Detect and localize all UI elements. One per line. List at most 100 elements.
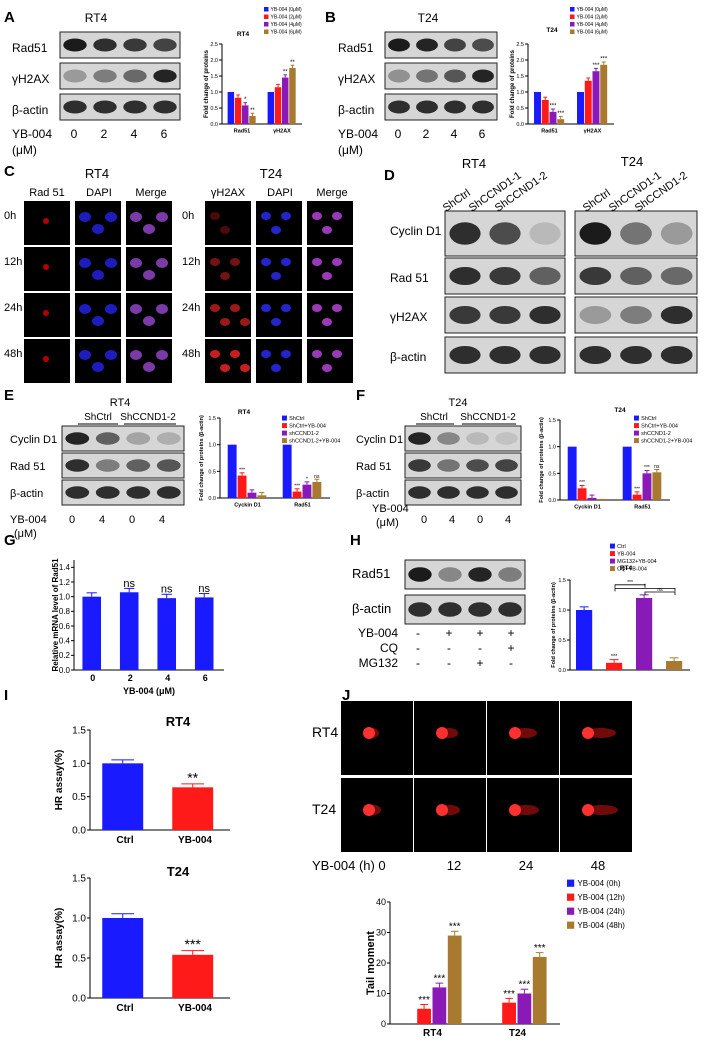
nucleus xyxy=(332,350,342,358)
blot-band xyxy=(123,38,147,52)
y-tick-label: 0.5 xyxy=(516,106,524,112)
legend-swatch xyxy=(610,566,615,572)
bar xyxy=(267,92,275,124)
legend-label: YB-004 (12h) xyxy=(577,893,625,902)
time-label: 24h xyxy=(4,302,22,314)
blot-row-label: β-actin xyxy=(356,488,389,500)
comparison-bracket xyxy=(644,591,676,595)
x-tick-label: γH2AX xyxy=(584,129,602,135)
blot-band xyxy=(466,432,489,445)
y-tick-label: 0.5 xyxy=(208,469,216,475)
blot-band xyxy=(489,267,521,285)
y-tick-label: 2.5 xyxy=(210,42,218,48)
x-tick-label: 6 xyxy=(203,673,208,683)
comet-image xyxy=(341,701,413,775)
blot-row-label: Rad51 xyxy=(12,41,48,55)
blot-row-label: β-actin xyxy=(10,488,43,500)
legend-label: YB-004 (48h) xyxy=(577,921,625,930)
legend-swatch xyxy=(264,29,269,34)
nucleus xyxy=(143,316,155,326)
y-tick-label: 0.0 xyxy=(59,666,71,675)
bar xyxy=(234,97,242,124)
y-tick-label: 30 xyxy=(376,928,386,938)
condition-sign: - xyxy=(416,656,420,670)
legend-swatch xyxy=(567,921,575,929)
y-tick-label: 10 xyxy=(376,989,386,999)
blot-band xyxy=(489,346,521,364)
chart-I2: 0.0 0.5 1.0 1.5 HR assay(%) Ctrl *** YB-004 T24 xyxy=(54,864,230,1014)
micrograph-cell xyxy=(75,339,121,383)
legend-label: YB-004 (6μM) xyxy=(271,30,303,36)
x-axis-label: YB-004 (μM) xyxy=(123,686,175,696)
legend-swatch xyxy=(282,430,287,436)
blot-band xyxy=(529,222,561,245)
significance-label: *** xyxy=(449,922,461,933)
unit-label: (μM) xyxy=(12,143,37,157)
bar xyxy=(557,119,565,124)
significance-label: *** xyxy=(519,980,531,991)
blot-row-label: Cyclin D1 xyxy=(10,434,57,446)
blot-band xyxy=(579,267,612,285)
treatment-label: YB-004 xyxy=(338,127,378,141)
significance-label: *** xyxy=(627,580,633,586)
blot-band xyxy=(65,459,90,472)
significance-label: ns xyxy=(198,583,210,595)
bar xyxy=(157,598,176,670)
micrograph-cell xyxy=(307,201,353,245)
y-axis-label: Fold change of proteins (β-actin) xyxy=(551,582,557,668)
row-label: T24 xyxy=(312,801,336,817)
bar xyxy=(312,482,322,498)
nucleus xyxy=(281,304,291,312)
blot-row-label: Rad 51 xyxy=(390,271,429,285)
condition-sign: - xyxy=(447,656,451,670)
y-tick-label: 0.5 xyxy=(72,954,86,965)
nucleus xyxy=(322,364,332,372)
group-label: ShCtrl xyxy=(84,412,112,423)
signal-dot xyxy=(43,218,49,224)
comet-image xyxy=(560,778,632,852)
blot-band xyxy=(437,486,460,499)
y-tick-label: 1.5 xyxy=(72,874,86,885)
nucleus xyxy=(92,362,104,372)
dose-label: 4 xyxy=(505,514,511,526)
blot-band xyxy=(63,38,87,52)
comet-head xyxy=(582,804,594,816)
blot-band xyxy=(529,306,561,324)
blot-band xyxy=(449,267,481,285)
bar xyxy=(289,68,296,124)
blot-band xyxy=(437,432,460,445)
x-tick-label: YB-004 xyxy=(178,835,212,846)
y-tick-label: 0.0 xyxy=(548,498,556,504)
blot-band xyxy=(95,459,120,472)
dose-label: 4 xyxy=(99,514,105,526)
comet-tail xyxy=(586,805,618,815)
blot-band xyxy=(63,69,87,83)
comet-head xyxy=(363,727,375,739)
condition-label: YB-004 xyxy=(358,626,398,640)
group-label: ShCCND1-2 xyxy=(460,412,516,423)
legend-swatch xyxy=(634,430,639,436)
blot-band xyxy=(489,222,521,245)
blot-row-label: Cyclin D1 xyxy=(356,434,403,446)
legend-label: ShCtrl xyxy=(641,416,656,422)
bar xyxy=(576,610,593,670)
y-tick-label: 1.5 xyxy=(548,418,556,424)
nucleus xyxy=(322,272,332,280)
column-label: DAPI xyxy=(267,187,293,199)
comet-head xyxy=(363,804,375,816)
condition-sign: - xyxy=(416,641,420,655)
blot-band xyxy=(466,486,489,499)
condition-sign: + xyxy=(507,626,514,640)
dose-label: 0 xyxy=(69,514,75,526)
comet-head xyxy=(509,804,521,816)
dose-label: 4 xyxy=(449,514,455,526)
bar xyxy=(172,954,214,998)
nucleus xyxy=(332,304,342,312)
blot-band xyxy=(126,486,151,499)
y-axis-label: Relative mRNA level of Rad51 xyxy=(51,558,60,672)
legend-label: YB-004 (4μM) xyxy=(577,22,609,28)
blot-title: RT4 xyxy=(85,11,108,25)
blot-row-label: γH2AX xyxy=(390,310,427,324)
blot-band xyxy=(93,38,117,52)
significance-label: *** xyxy=(549,104,557,110)
